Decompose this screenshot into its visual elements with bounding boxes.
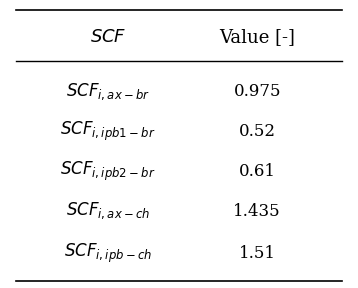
Text: 1.51: 1.51 [239,245,276,262]
Text: 0.52: 0.52 [239,123,276,140]
Text: $SCF_{i,ax-ch}$: $SCF_{i,ax-ch}$ [66,201,150,221]
Text: $SCF_{i,ax-br}$: $SCF_{i,ax-br}$ [66,81,150,102]
Text: $SCF$: $SCF$ [90,28,126,46]
Text: $SCF_{i,ipb2-br}$: $SCF_{i,ipb2-br}$ [60,160,156,183]
Text: Value [-]: Value [-] [219,28,295,46]
Text: $SCF_{i,ipb-ch}$: $SCF_{i,ipb-ch}$ [64,242,152,266]
Text: 0.61: 0.61 [239,163,276,180]
Text: 0.975: 0.975 [233,83,281,100]
Text: $SCF_{i,ipb1-br}$: $SCF_{i,ipb1-br}$ [60,120,156,143]
Text: 1.435: 1.435 [233,202,281,219]
